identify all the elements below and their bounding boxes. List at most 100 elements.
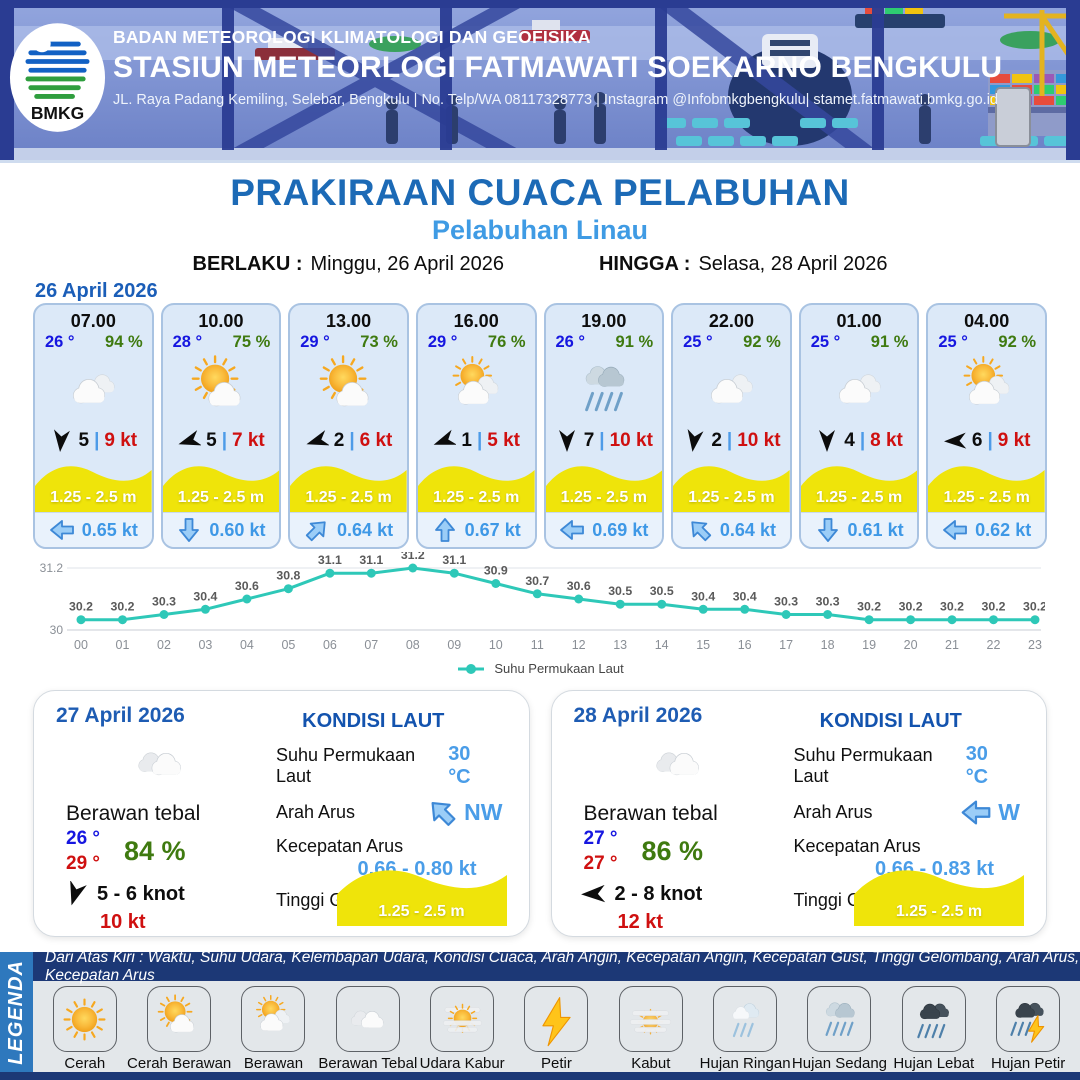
legend-item-label: Hujan Ringan bbox=[699, 1055, 791, 1072]
daily-left: 27 April 2026 Berawan tebal 26 ° 29 ° 84 % 5 … bbox=[56, 704, 264, 933]
legend-icon-box bbox=[52, 986, 117, 1052]
temp-humidity-row: 25 ° 91 % bbox=[801, 332, 918, 352]
cerah-icon bbox=[63, 997, 106, 1041]
port-name: Pelabuhan Linau bbox=[431, 215, 649, 245]
wind-row: 6 | 9 kt bbox=[928, 426, 1045, 456]
svg-text:30.4: 30.4 bbox=[691, 589, 715, 603]
wave-height: 1.25 - 2.5 m bbox=[815, 489, 903, 506]
time-label: 01.00 bbox=[836, 311, 882, 331]
current-speed: 0.69 kt bbox=[592, 519, 649, 540]
gust-speed: 10 kt bbox=[609, 430, 653, 451]
kabut-icon bbox=[630, 1008, 672, 1035]
legend-items: Cerah Cerah Berawan Berawan Berawan Tebal Ud… bbox=[33, 984, 1080, 1072]
kecepatan-arus-label: Kecepatan Arus bbox=[793, 836, 921, 856]
wave-band: 1.25 - 2.5 m bbox=[417, 456, 535, 512]
wave-band: 1.25 - 2.5 m bbox=[800, 456, 918, 512]
hourly-card: 04.00 25 ° 92 % 6 | 9 kt 1.25 - 2.5 m 0.62 kt bbox=[926, 303, 1047, 549]
legend-section: LEGENDA Dari Atas Kiri : Waktu, Suhu Uda… bbox=[0, 949, 1080, 1072]
legend-description: Dari Atas Kiri : Waktu, Suhu Udara, Kele… bbox=[45, 948, 1080, 984]
svg-text:13: 13 bbox=[613, 638, 627, 652]
wave-height: 1.25 - 2.5 m bbox=[688, 489, 775, 506]
legend-item-label: Berawan Tebal bbox=[318, 1055, 418, 1072]
temp-min: 27 ° bbox=[583, 828, 618, 849]
daily-weather-icon bbox=[574, 728, 782, 798]
svg-text:31.1: 31.1 bbox=[359, 553, 383, 567]
svg-text:02: 02 bbox=[157, 638, 171, 652]
wind-divider: | bbox=[94, 430, 100, 451]
daily-date: 27 April 2026 bbox=[56, 704, 185, 727]
svg-text:11: 11 bbox=[531, 638, 544, 652]
wind-speed: 4 bbox=[844, 430, 855, 451]
wind-divider: | bbox=[987, 430, 993, 451]
svg-text:05: 05 bbox=[281, 638, 295, 652]
daily-gust: 10 kt bbox=[100, 911, 146, 934]
time-label: 19.00 bbox=[581, 311, 627, 331]
svg-text:15: 15 bbox=[696, 638, 710, 652]
berlaku-label: BERLAKU : bbox=[192, 253, 303, 275]
humidity: 91 % bbox=[615, 333, 654, 351]
sst-chart: 31.2 30 30.2 00 30.2 01 30.3 02 30.4 03 30.6 04 30.8… bbox=[35, 548, 1047, 664]
gust-speed: 7 kt bbox=[232, 430, 265, 451]
wave-shape bbox=[290, 466, 407, 512]
air-temp: 29 ° bbox=[300, 333, 330, 351]
wave-band: 1.25 - 2.5 m bbox=[162, 456, 280, 512]
current-direction-icon bbox=[49, 520, 74, 540]
gust-speed: 10 kt bbox=[737, 430, 781, 451]
hourly-card: 07.00 26 ° 94 % 5 | 9 kt 1.25 - 2.5 m 0.65 kt bbox=[33, 303, 154, 549]
wave-shape bbox=[545, 466, 663, 512]
temp-humidity-row: 29 ° 76 % bbox=[418, 332, 535, 352]
svg-text:20: 20 bbox=[904, 638, 918, 652]
svg-text:30.3: 30.3 bbox=[774, 595, 798, 609]
wave-height: 1.25 - 2.5 m bbox=[305, 489, 392, 506]
svg-text:10: 10 bbox=[489, 638, 503, 652]
svg-text:08: 08 bbox=[406, 638, 420, 652]
header-text: BADAN METEOROLOGI KLIMATOLOGI DAN GEOFIS… bbox=[113, 27, 1002, 108]
current-direction-icon bbox=[560, 520, 585, 540]
legend-item-label: Hujan Lebat bbox=[893, 1055, 975, 1072]
hourly-cards-row: 07.00 26 ° 94 % 5 | 9 kt 1.25 - 2.5 m 0.65 kt 10… bbox=[33, 303, 1047, 549]
berawan-tebal-icon bbox=[655, 752, 699, 776]
current-row: 0.60 kt bbox=[162, 512, 280, 547]
svg-text:30.2: 30.2 bbox=[982, 600, 1006, 614]
wind-direction-icon bbox=[943, 432, 967, 449]
gust-speed: 9 kt bbox=[997, 430, 1031, 451]
wind-speed: 5 bbox=[206, 430, 217, 451]
kondisi-laut-title: KONDISI LAUT bbox=[819, 710, 962, 732]
svg-text:04: 04 bbox=[240, 638, 254, 652]
svg-text:30.2: 30.2 bbox=[69, 600, 93, 614]
svg-text:31.1: 31.1 bbox=[318, 553, 342, 567]
sst-label: Suhu Permukaan Laut bbox=[276, 745, 416, 786]
temp-min: 26 ° bbox=[66, 828, 101, 849]
current-direction-icon bbox=[431, 802, 456, 826]
berawan-icon bbox=[839, 374, 881, 404]
wind-direction-icon bbox=[54, 429, 71, 452]
weather-icon bbox=[163, 352, 280, 426]
svg-text:12: 12 bbox=[572, 638, 586, 652]
svg-text:30.2: 30.2 bbox=[899, 600, 923, 614]
current-direction-icon bbox=[305, 521, 326, 542]
wave-band: 1.25 - 2.5 m bbox=[673, 456, 790, 512]
legend-description-bar: Dari Atas Kiri : Waktu, Suhu Udara, Kele… bbox=[33, 949, 1080, 984]
legend-item: Kabut bbox=[604, 986, 697, 1072]
current-row: 0.69 kt bbox=[545, 512, 663, 547]
current-direction-icon bbox=[961, 800, 991, 825]
svg-text:06: 06 bbox=[323, 638, 337, 652]
daily-gust: 12 kt bbox=[617, 911, 664, 934]
wind-range: 5 - 6 knot bbox=[97, 882, 185, 905]
svg-text:30.3: 30.3 bbox=[816, 595, 840, 609]
wind-row: 4 | 8 kt bbox=[801, 426, 918, 456]
current-speed: 0.61 kt bbox=[847, 519, 904, 540]
daily-card: 27 April 2026 Berawan tebal 26 ° 29 ° 84 % 5 … bbox=[33, 690, 530, 937]
legend-item: Cerah Berawan bbox=[127, 986, 231, 1072]
wind-speed: 6 bbox=[971, 430, 983, 451]
wind-divider: | bbox=[349, 430, 355, 451]
daily-temps: 26 ° 29 ° 84 % bbox=[66, 827, 264, 876]
humidity: 92 % bbox=[743, 333, 781, 351]
legend-item-label: Kabut bbox=[631, 1055, 671, 1072]
svg-text:30.6: 30.6 bbox=[567, 579, 591, 593]
wind-direction-icon bbox=[558, 430, 575, 452]
daily-humidity: 84 % bbox=[124, 836, 186, 867]
svg-text:01: 01 bbox=[116, 638, 130, 652]
legend-item-label: Petir bbox=[541, 1055, 572, 1072]
wind-divider: | bbox=[221, 430, 228, 451]
